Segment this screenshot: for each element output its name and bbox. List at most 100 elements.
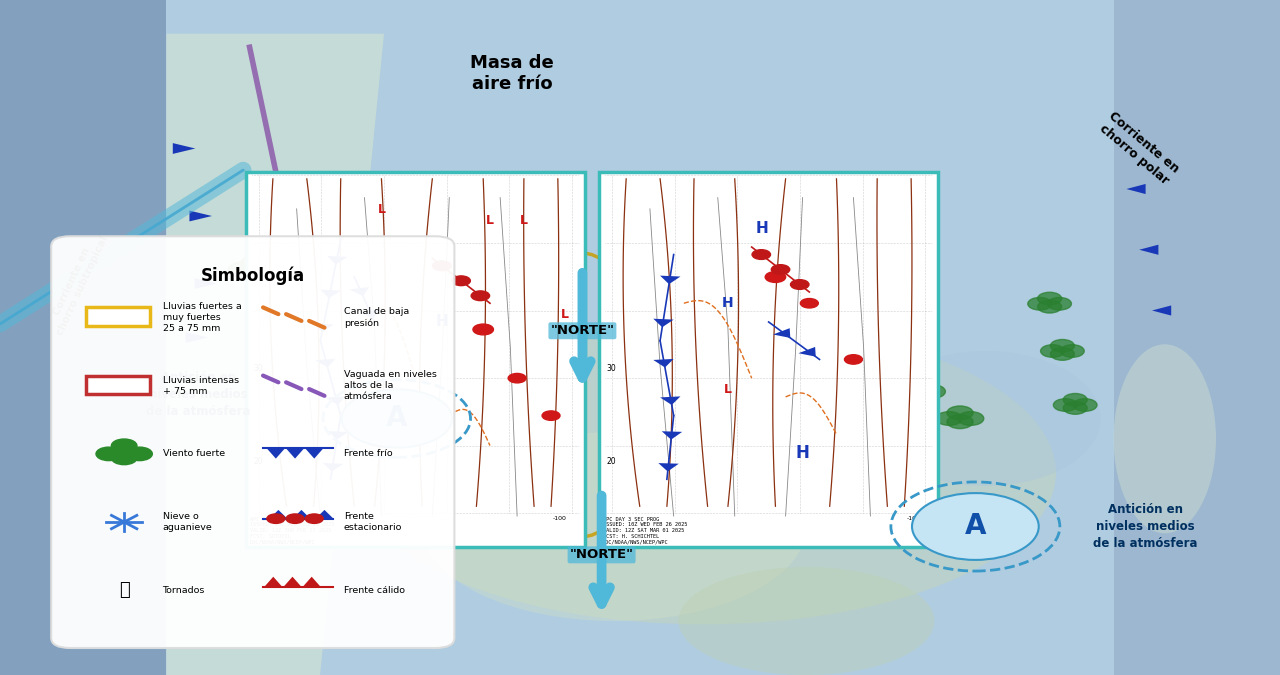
Text: 🌪: 🌪 <box>119 581 129 599</box>
Circle shape <box>755 493 781 508</box>
Bar <box>246 172 585 547</box>
Circle shape <box>305 208 335 224</box>
Circle shape <box>111 439 137 452</box>
Circle shape <box>806 460 832 474</box>
Text: Simbología: Simbología <box>201 267 305 285</box>
Circle shape <box>714 412 741 425</box>
Text: Vaguada en niveles
altos de la
atmósfera: Vaguada en niveles altos de la atmósfera <box>343 370 436 402</box>
Circle shape <box>1051 340 1074 352</box>
Text: L: L <box>486 215 494 227</box>
Polygon shape <box>173 143 196 154</box>
Polygon shape <box>292 510 310 518</box>
Circle shape <box>627 388 653 402</box>
Circle shape <box>452 276 470 286</box>
Polygon shape <box>660 396 681 405</box>
Circle shape <box>909 388 934 402</box>
Bar <box>0 0 166 675</box>
Circle shape <box>640 460 666 474</box>
Polygon shape <box>660 275 681 284</box>
Polygon shape <box>268 448 285 458</box>
Text: Antición en
niveles medios
de la atmósfera: Antición en niveles medios de la atmósfe… <box>1093 503 1198 550</box>
Polygon shape <box>323 463 343 471</box>
Polygon shape <box>166 34 384 675</box>
Circle shape <box>1064 402 1087 414</box>
Circle shape <box>292 232 323 248</box>
Bar <box>86 307 150 326</box>
Circle shape <box>508 373 526 383</box>
Circle shape <box>253 181 284 197</box>
Circle shape <box>330 208 361 224</box>
Circle shape <box>936 412 963 425</box>
Circle shape <box>628 466 655 479</box>
Circle shape <box>800 298 818 308</box>
Circle shape <box>305 228 335 244</box>
Text: WPC DAY 2 SEC PROG
ISSUED: 10Z WED FEB 26 2025
VALID: 12Z THU FEB 27 2025
FCST: : WPC DAY 2 SEC PROG ISSUED: 10Z WED FEB 2… <box>250 516 334 545</box>
Text: H: H <box>755 221 768 236</box>
Circle shape <box>730 446 755 460</box>
Circle shape <box>858 426 883 440</box>
Circle shape <box>1073 399 1097 411</box>
Circle shape <box>343 282 374 298</box>
Circle shape <box>266 185 297 201</box>
Circle shape <box>650 466 677 479</box>
Text: 20: 20 <box>253 458 264 466</box>
Circle shape <box>543 411 561 421</box>
Polygon shape <box>1139 245 1158 254</box>
Polygon shape <box>265 576 283 587</box>
Polygon shape <box>360 309 380 319</box>
Circle shape <box>317 282 348 298</box>
Circle shape <box>287 514 305 523</box>
Circle shape <box>765 500 792 513</box>
Circle shape <box>817 466 844 479</box>
Text: 30: 30 <box>607 364 617 373</box>
Circle shape <box>317 201 348 217</box>
Circle shape <box>279 181 310 197</box>
Circle shape <box>753 250 771 259</box>
Polygon shape <box>189 211 212 221</box>
Circle shape <box>1051 348 1074 360</box>
Polygon shape <box>320 290 340 298</box>
Circle shape <box>1028 298 1052 310</box>
Ellipse shape <box>422 432 806 621</box>
Circle shape <box>772 265 790 274</box>
Circle shape <box>330 275 361 292</box>
Text: Tornados: Tornados <box>163 586 205 595</box>
Polygon shape <box>315 358 335 367</box>
Circle shape <box>266 174 297 190</box>
Text: -100: -100 <box>553 516 567 520</box>
Polygon shape <box>270 510 288 518</box>
Circle shape <box>947 415 973 429</box>
Text: H: H <box>796 444 809 462</box>
Circle shape <box>704 415 730 429</box>
Circle shape <box>846 432 873 446</box>
Circle shape <box>692 412 719 425</box>
Circle shape <box>1060 345 1084 357</box>
Polygon shape <box>186 332 209 343</box>
Circle shape <box>897 385 924 398</box>
Polygon shape <box>328 431 348 439</box>
Text: Canal de baja
presión: Canal de baja presión <box>343 307 408 328</box>
Circle shape <box>730 456 755 469</box>
Circle shape <box>911 493 1039 560</box>
Text: Corriente en
chorro polar: Corriente en chorro polar <box>1097 109 1181 188</box>
Polygon shape <box>305 448 323 458</box>
Circle shape <box>1047 298 1071 310</box>
Circle shape <box>795 466 822 479</box>
Circle shape <box>765 271 786 282</box>
Text: Frente frío: Frente frío <box>343 450 392 458</box>
Polygon shape <box>799 347 815 356</box>
Polygon shape <box>314 323 334 332</box>
Circle shape <box>1064 394 1087 406</box>
Polygon shape <box>195 278 218 289</box>
Circle shape <box>1041 345 1065 357</box>
Text: Frente
estacionario: Frente estacionario <box>343 512 402 532</box>
Polygon shape <box>302 576 320 587</box>
Text: "NORTE": "NORTE" <box>550 324 614 338</box>
Text: WPC DAY 3 SEC PROG
ISSUED: 10Z WED FEB 26 2025
VALID: 12Z SAT MAR 01 2025
FCST: : WPC DAY 3 SEC PROG ISSUED: 10Z WED FEB 2… <box>603 516 687 545</box>
Circle shape <box>330 286 361 302</box>
Circle shape <box>241 266 271 282</box>
Circle shape <box>317 212 348 228</box>
Polygon shape <box>287 448 305 458</box>
Circle shape <box>1053 399 1078 411</box>
Circle shape <box>241 255 271 271</box>
